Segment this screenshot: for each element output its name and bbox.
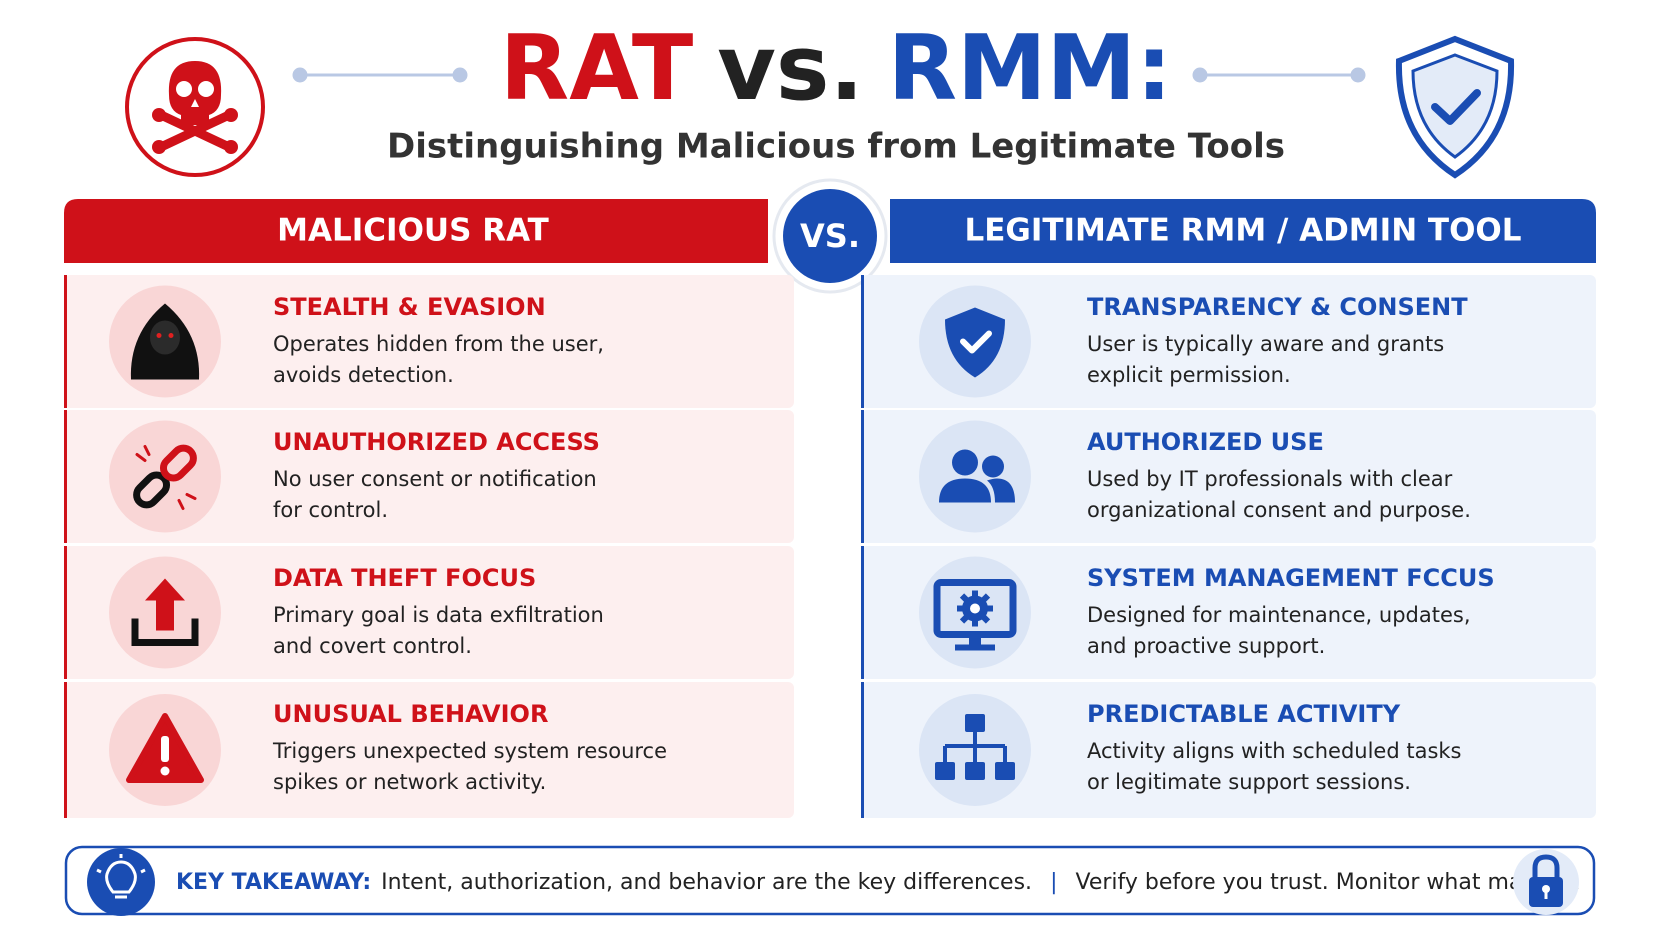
row-text: User is typically aware and grants — [1087, 332, 1444, 356]
row-text: Primary goal is data exfiltration — [273, 603, 604, 627]
row-title: PREDICTABLE ACTIVITY — [1087, 700, 1401, 728]
row-title: UNAUTHORIZED ACCESS — [273, 428, 600, 456]
row-background — [861, 682, 1596, 818]
row-text: spikes or network activity. — [273, 770, 546, 794]
row-title: STEALTH & EVASION — [273, 293, 546, 321]
row-icon — [935, 714, 1015, 780]
row-accent — [861, 275, 864, 408]
skull-icon — [125, 37, 265, 177]
row-title: SYSTEM MANAGEMENT FCCUS — [1087, 564, 1495, 592]
title-vs: vs. — [717, 16, 863, 121]
footer-text1: Intent, authorization, and behavior are … — [381, 870, 1032, 895]
icon-background — [919, 420, 1031, 533]
row-background — [64, 682, 794, 818]
row-text: No user consent or notification — [273, 467, 597, 491]
row-background — [861, 410, 1596, 543]
row-text: or legitimate support sessions. — [1087, 770, 1411, 794]
lock-icon — [1529, 854, 1563, 907]
left-header-bar — [64, 199, 768, 263]
row-background — [64, 410, 794, 543]
row-background — [861, 275, 1596, 408]
row-title: UNUSUAL BEHAVIOR — [273, 700, 548, 728]
footer-text: KEY TAKEAWAY: Intent, authorization, and … — [176, 870, 1581, 895]
right-header-bar — [890, 199, 1596, 263]
row-accent — [861, 546, 864, 679]
row-accent — [64, 682, 67, 818]
row-accent — [861, 410, 864, 543]
row-title: DATA THEFT FOCUS — [273, 564, 536, 592]
footer-box — [64, 845, 1596, 916]
decor-right — [1192, 67, 1366, 83]
vs-badge — [783, 189, 877, 283]
title-rat: RAT — [500, 16, 693, 121]
left-heading: MALICIOUS RAT — [277, 213, 549, 249]
row-text: and proactive support. — [1087, 634, 1325, 658]
row-text: and covert control. — [273, 634, 472, 658]
row-icon — [130, 303, 200, 380]
row-icon — [131, 578, 199, 646]
right-heading: LEGITIMATE RMM / ADMIN TOOL — [964, 213, 1521, 249]
row-icon — [945, 307, 1005, 378]
row-background — [64, 275, 794, 408]
title-rmm: RMM: — [888, 16, 1172, 121]
row-text: Operates hidden from the user, — [273, 332, 604, 356]
row-accent — [861, 682, 864, 818]
footer-label: KEY TAKEAWAY: — [176, 870, 371, 895]
row-text: Activity aligns with scheduled tasks — [1087, 739, 1462, 763]
row-accent — [64, 546, 67, 679]
row-icon — [126, 713, 204, 783]
row-text: Triggers unexpected system resource — [272, 739, 667, 763]
rows: STEALTH & EVASION Operates hidden from th… — [64, 275, 1596, 818]
bulb-icon — [96, 854, 146, 899]
row-background — [64, 546, 794, 679]
row-icon — [933, 579, 1017, 651]
footer-text2: Verify before you trust. Monitor what ma… — [1075, 870, 1580, 895]
subtitle: Distinguishing Malicious from Legitimate… — [387, 127, 1285, 167]
row-title: TRANSPARENCY & CONSENT — [1087, 293, 1468, 321]
row-title: AUTHORIZED USE — [1087, 428, 1324, 456]
vs-text: VS. — [800, 217, 860, 255]
row-icon — [133, 444, 197, 510]
row-background — [861, 546, 1596, 679]
row-text: explicit permission. — [1087, 363, 1291, 387]
title: RAT vs. RMM: — [500, 16, 1172, 121]
row-text: avoids detection. — [273, 363, 454, 387]
row-icon — [939, 449, 1015, 503]
row-text: for control. — [273, 498, 388, 522]
row-text: Used by IT professionals with clear — [1087, 467, 1453, 491]
row-accent — [64, 275, 67, 408]
row-accent — [64, 410, 67, 543]
row-text: organizational consent and purpose. — [1087, 498, 1471, 522]
bulb-icon-bg — [87, 848, 155, 916]
shield-icon — [1395, 35, 1515, 179]
row-text: Designed for maintenance, updates, — [1087, 603, 1471, 627]
footer-separator: | — [1050, 870, 1057, 895]
decor-left — [292, 67, 468, 83]
